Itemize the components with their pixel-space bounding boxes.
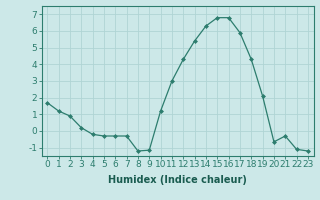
X-axis label: Humidex (Indice chaleur): Humidex (Indice chaleur) — [108, 175, 247, 185]
